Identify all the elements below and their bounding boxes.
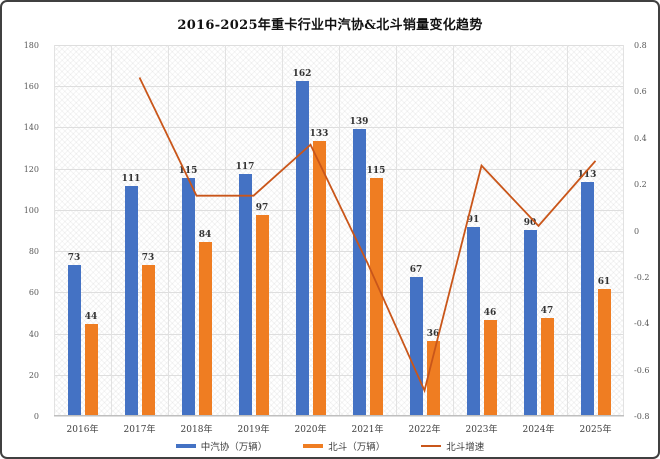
- bar-caam-2022: [409, 276, 423, 415]
- gridline-vertical: [453, 45, 454, 415]
- bar-value-label: 47: [540, 306, 554, 317]
- beidou-legend-label: 北斗（万辆）: [328, 442, 386, 453]
- gridline-vertical: [168, 45, 169, 415]
- y-axis-tick: 140: [23, 123, 39, 133]
- growth-legend-label: 北斗增速: [446, 442, 485, 453]
- gridline-vertical: [111, 45, 112, 415]
- caam-legend-label: 中汽协（万辆）: [200, 442, 268, 453]
- y2-axis-tick: -0.2: [634, 272, 650, 282]
- bar-beidou-2022: [426, 340, 440, 415]
- bar-beidou-2021: [369, 178, 383, 415]
- bar-caam-2017: [124, 186, 138, 415]
- bar-value-label: 91: [466, 215, 480, 226]
- x-axis-label: 2024年: [522, 425, 555, 435]
- bar-value-label: 44: [84, 312, 98, 323]
- legend: 中汽协（万辆） 北斗（万辆） 北斗增速: [2, 439, 658, 453]
- x-axis-label: 2018年: [180, 425, 213, 435]
- x-axis: 2016年 2017年 2018年 2019年 2020年 2021年 2022年 2023年…: [54, 422, 624, 435]
- bar-caam-2018: [181, 178, 195, 415]
- gridline-vertical: [54, 45, 55, 415]
- bar-beidou-2025: [597, 289, 611, 415]
- y-axis-tick: 40: [28, 329, 39, 339]
- y2-axis-tick: 0.6: [634, 87, 647, 97]
- bar-value-label: 113: [577, 170, 597, 181]
- bar-value-label: 162: [292, 69, 312, 80]
- bar-value-label: 84: [198, 229, 212, 240]
- y2-axis-tick: -0.8: [634, 412, 650, 421]
- y2-axis-tick: 0.4: [634, 133, 647, 143]
- x-axis-label: 2022年: [408, 425, 441, 435]
- bar-value-label: 90: [523, 217, 537, 228]
- y2-axis-tick: 0.8: [634, 41, 647, 50]
- bar-beidou-2017: [141, 264, 155, 415]
- chart-title: 2016-2025年重卡行业中汽协&北斗销量变化趋势: [177, 18, 483, 33]
- gridline-vertical: [510, 45, 511, 415]
- y-axis-tick: 100: [23, 205, 39, 215]
- x-axis-label: 2020年: [294, 425, 327, 435]
- bar-value-label: 61: [597, 277, 611, 288]
- y-axis-right: 0.8 0.6 0.4 0.2 0 -0.2 -0.4 -0.6 -0.8: [628, 41, 658, 421]
- bar-beidou-2020: [312, 140, 326, 415]
- bar-value-label: 73: [141, 252, 155, 263]
- gridline-vertical: [339, 45, 340, 415]
- y-axis-tick: 180: [23, 41, 39, 50]
- legend-item-caam: 中汽协（万辆）: [175, 439, 268, 453]
- bar-caam-2016: [67, 264, 81, 415]
- y2-axis-tick: 0: [634, 226, 640, 236]
- bar-value-label: 115: [178, 166, 198, 176]
- gridline-horizontal: [54, 416, 624, 417]
- bar-value-label: 97: [255, 203, 269, 214]
- y-axis-tick: 80: [28, 247, 39, 257]
- x-axis-label: 2021年: [351, 425, 384, 435]
- x-axis-label: 2025年: [579, 425, 612, 435]
- bar-value-label: 73: [67, 252, 81, 263]
- y-axis-tick: 20: [28, 370, 39, 380]
- x-axis-label: 2016年: [66, 425, 99, 435]
- bar-value-label: 139: [349, 116, 369, 127]
- x-axis-label: 2023年: [465, 425, 498, 435]
- bar-value-label: 117: [235, 161, 255, 172]
- bar-caam-2025: [580, 182, 594, 415]
- bar-value-label: 111: [121, 174, 141, 185]
- plot-area: 73 111 115 117 162 139 67 91 90 113 44 73 84 97 133 115…: [54, 45, 624, 417]
- bar-beidou-2024: [540, 318, 554, 415]
- bar-beidou-2023: [483, 320, 497, 415]
- gridline-vertical: [567, 45, 568, 415]
- legend-item-beidou: 北斗（万辆）: [303, 439, 385, 453]
- y2-axis-tick: -0.4: [634, 319, 650, 329]
- y-axis-tick: 120: [23, 164, 39, 174]
- growth-legend-swatch: [421, 445, 442, 447]
- gridline-vertical: [225, 45, 226, 415]
- bar-beidou-2018: [198, 241, 212, 415]
- gridline-vertical: [623, 45, 624, 415]
- y-axis-left: 180 160 140 120 100 80 60 40 20 0: [2, 41, 48, 421]
- bar-beidou-2019: [255, 215, 269, 415]
- bar-value-label: 67: [409, 264, 423, 275]
- gridline-vertical: [396, 45, 397, 415]
- y2-axis-tick: -0.6: [634, 365, 650, 375]
- bar-value-label: 46: [483, 308, 497, 319]
- bar-caam-2023: [466, 227, 480, 415]
- x-axis-label: 2017年: [123, 425, 156, 435]
- y-axis-tick: 160: [23, 82, 39, 92]
- y2-axis-tick: 0.2: [634, 180, 647, 190]
- x-axis-label: 2019年: [237, 425, 270, 435]
- y-axis-tick: 0: [33, 412, 39, 421]
- caam-legend-swatch: [175, 444, 196, 448]
- bar-beidou-2016: [84, 324, 98, 415]
- bar-value-label: 36: [426, 328, 440, 339]
- bar-value-label: 115: [366, 166, 386, 176]
- legend-item-growth: 北斗增速: [421, 439, 484, 453]
- y-axis-tick: 60: [28, 288, 39, 298]
- beidou-legend-swatch: [303, 444, 324, 448]
- gridline-vertical: [282, 45, 283, 415]
- bar-value-label: 133: [309, 128, 329, 139]
- bar-caam-2024: [523, 229, 537, 415]
